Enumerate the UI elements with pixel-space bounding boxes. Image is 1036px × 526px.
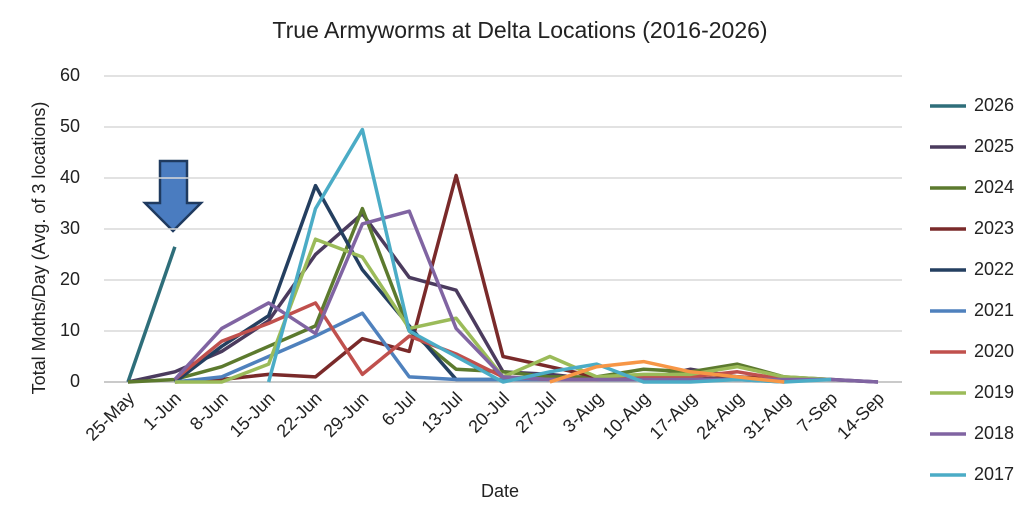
legend-label: 2017 (974, 464, 1014, 484)
y-tick-label: 10 (60, 320, 80, 340)
y-tick-label: 30 (60, 218, 80, 238)
legend-label: 2020 (974, 341, 1014, 361)
x-tick-label: 22-Jun (273, 388, 326, 441)
x-tick-label: 13-Jul (417, 388, 466, 437)
y-tick-label: 50 (60, 116, 80, 136)
legend-label: 2019 (974, 382, 1014, 402)
x-tick-label: 31-Aug (739, 388, 794, 443)
x-tick-label: 29-Jun (319, 388, 372, 441)
y-tick-label: 40 (60, 167, 80, 187)
chart-title: True Armyworms at Delta Locations (2016-… (272, 17, 767, 43)
series-line (173, 209, 879, 384)
legend-label: 2021 (974, 300, 1014, 320)
y-tick-label: 60 (60, 65, 80, 85)
legend-label: 2025 (974, 136, 1014, 156)
x-tick-label: 10-Aug (599, 388, 654, 443)
series-line (127, 206, 832, 384)
arrow-annotation (141, 159, 205, 233)
x-tick-label: 6-Jul (378, 388, 420, 430)
x-tick-label: 1-Jun (139, 388, 185, 434)
x-tick-label: 20-Jul (464, 388, 513, 437)
x-axis-label: Date (481, 481, 519, 501)
x-tick-label: 24-Aug (692, 388, 747, 443)
x-tick-label: 15-Jun (226, 388, 279, 441)
legend-label: 2023 (974, 218, 1014, 238)
y-tick-label: 0 (70, 371, 80, 391)
y-tick-label: 20 (60, 269, 80, 289)
legend-label: 2026 (974, 95, 1014, 115)
legend-label: 2022 (974, 259, 1014, 279)
x-tick-label: 27-Jul (511, 388, 560, 437)
series-line (126, 246, 177, 383)
x-tick-label: 25-May (82, 388, 139, 445)
series-line (173, 301, 785, 382)
legend-label: 2024 (974, 177, 1014, 197)
series-line (266, 127, 832, 384)
series-line (549, 359, 785, 384)
x-tick-label: 14-Sep (833, 388, 888, 443)
x-tick-label: 17-Aug (645, 388, 700, 443)
y-axis-label: Total Moths/Day (Avg. of 3 locations) (29, 102, 49, 395)
legend-label: 2018 (974, 423, 1014, 443)
